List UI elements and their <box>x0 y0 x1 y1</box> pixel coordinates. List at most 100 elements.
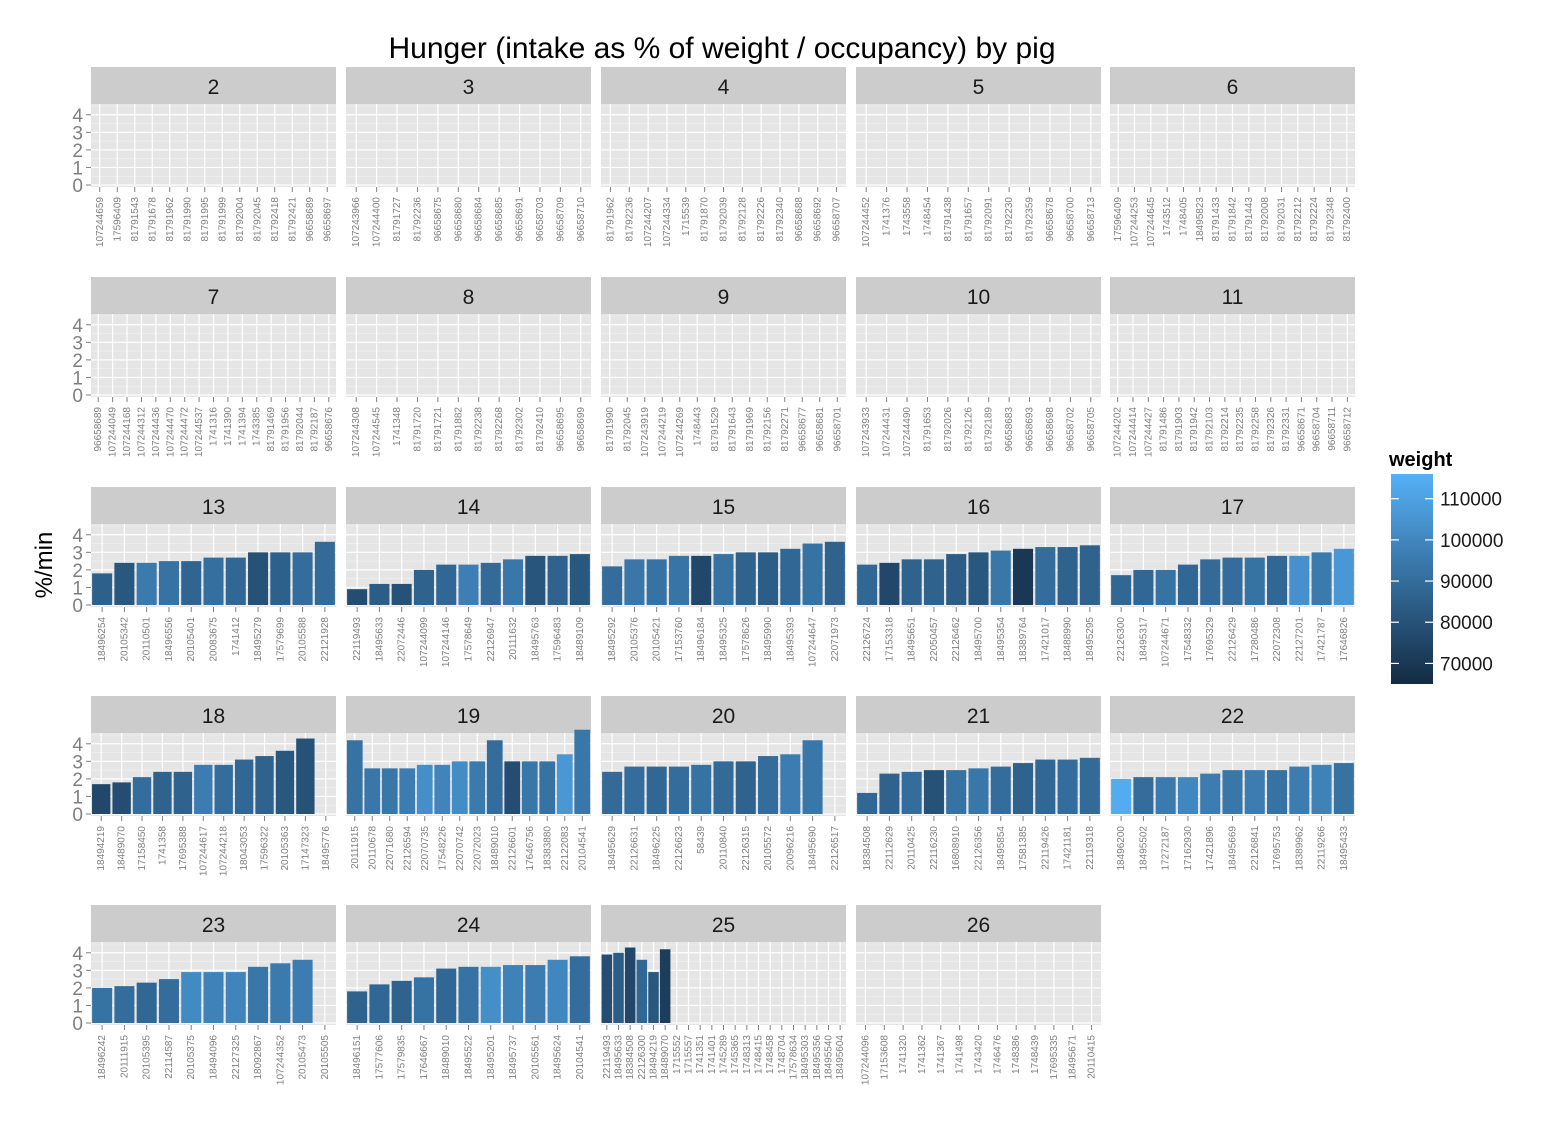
bar-22071973 <box>824 541 845 605</box>
x-tick-label: 18495763 <box>530 617 541 662</box>
x-tick-label: 81791870 <box>700 197 711 242</box>
x-tick-label: 107244414 <box>1128 407 1139 457</box>
x-tick-label: 81791433 <box>1211 197 1222 242</box>
x-tick-label: 22126300 <box>1116 617 1127 662</box>
bar-18489070 <box>659 949 671 1023</box>
x-tick-label: 96658697 <box>322 197 333 242</box>
x-tick-label: 22112629 <box>884 826 895 870</box>
x-tick-label: 18495502 <box>1138 826 1149 871</box>
x-tick-label: 1743558 <box>902 197 913 236</box>
x-tick-label: 81792418 <box>270 197 281 242</box>
x-tick-label: 81791486 <box>1159 407 1170 452</box>
legend-colorbar <box>1391 474 1433 684</box>
x-tick-label: 17581385 <box>1018 826 1029 871</box>
x-tick-label: 81791990 <box>182 197 193 242</box>
x-tick-label: 22126300 <box>637 1035 648 1080</box>
y-tick-label: 1 <box>72 578 83 599</box>
x-tick-label: 1743420 <box>974 1035 985 1074</box>
bar-20104541 <box>574 729 591 814</box>
bar-20083675 <box>203 557 224 605</box>
facet-panel-23: 23 18496242 20111915 20105395 22114587 201053… <box>72 905 336 1085</box>
facet-strip <box>346 277 591 314</box>
x-tick-label: 17579699 <box>275 617 286 662</box>
x-tick-label: 96658681 <box>815 407 826 452</box>
bar-22126300 <box>1111 575 1132 605</box>
facet-strip-label: 2 <box>208 76 220 99</box>
bar-22119318 <box>1079 757 1100 814</box>
x-tick-label: 81791995 <box>200 197 211 242</box>
facet-panel-26: 26 107244096 17153608 1741320 1741362 1741367… <box>856 905 1101 1085</box>
bar-17421896 <box>1200 773 1221 814</box>
x-tick-label: 81791720 <box>412 407 423 452</box>
x-tick-label: 18495633 <box>614 1035 625 1080</box>
bar-18495325 <box>713 554 734 605</box>
x-tick-label: 81792212 <box>1293 197 1304 242</box>
x-tick-label: 16808910 <box>951 826 962 871</box>
x-tick-label: 17646756 <box>525 826 536 871</box>
x-tick-label: 17158450 <box>137 826 148 871</box>
bar-18495763 <box>525 555 546 605</box>
facet-strip-label: 18 <box>202 705 225 728</box>
x-tick-label: 17421181 <box>1063 826 1074 870</box>
x-tick-label: 22126356 <box>974 826 985 871</box>
x-tick-label: 20105588 <box>298 617 309 662</box>
y-tick-label: 0 <box>72 386 83 407</box>
y-tick-label: 3 <box>72 333 83 354</box>
x-tick-label: 1741358 <box>157 826 168 865</box>
x-tick-label: 96658675 <box>433 197 444 242</box>
bar-18494096 <box>203 972 224 1023</box>
x-tick-label: 81792039 <box>719 197 730 242</box>
x-tick-label: 18495303 <box>800 1035 811 1080</box>
x-tick-label: 18495356 <box>812 1035 823 1080</box>
x-tick-label: 18495292 <box>607 617 618 662</box>
facet-strip-label: 11 <box>1222 286 1244 309</box>
x-tick-label: 96658710 <box>576 197 587 242</box>
bar-18495295 <box>1079 545 1100 605</box>
x-tick-label: 96658709 <box>555 197 566 242</box>
x-tick-label: 107244218 <box>219 826 230 876</box>
x-tick-label: 107244545 <box>372 407 383 457</box>
x-tick-label: 81792268 <box>494 407 505 452</box>
y-tick-label: 1 <box>72 158 83 179</box>
x-tick-label: 81791942 <box>1189 407 1200 452</box>
bar-17421181 <box>1057 759 1078 814</box>
bar-18489070 <box>112 782 131 814</box>
facet-panel-11: 11 107244202 107244414 107244427 81791486 817… <box>1110 277 1355 457</box>
x-tick-label: 107244490 <box>902 407 913 457</box>
x-tick-label: 17596483 <box>553 617 564 662</box>
y-tick-label: 0 <box>72 596 83 617</box>
bar-18389962 <box>1289 766 1310 814</box>
x-tick-label: 17577606 <box>374 1035 385 1080</box>
y-tick-label: 1 <box>72 996 83 1017</box>
x-tick-label: 22126724 <box>862 617 873 662</box>
x-tick-label: 18495540 <box>824 1035 835 1080</box>
x-tick-label: 81792091 <box>984 197 995 242</box>
x-tick-label: 20096216 <box>785 826 796 871</box>
bar-17695388 <box>173 771 193 814</box>
x-tick-label: 107244470 <box>165 407 176 457</box>
bar-22126429 <box>1222 557 1243 605</box>
x-tick-label: 1741351 <box>695 1035 706 1074</box>
panel-background <box>91 733 336 816</box>
facet-panel-24: 24 18496151 17577606 17579835 17646667 184890… <box>346 905 591 1080</box>
x-tick-label: 20110678 <box>367 826 378 870</box>
bar-17579835 <box>391 980 412 1023</box>
x-tick-label: 1745289 <box>719 1035 730 1074</box>
facet-strip <box>91 277 336 314</box>
facet-strip <box>856 696 1101 733</box>
x-tick-label: 18488990 <box>1063 617 1074 662</box>
x-tick-label: 18489010 <box>490 826 501 871</box>
x-tick-label: 22127201 <box>1294 617 1305 662</box>
bar-107244617 <box>194 764 213 814</box>
x-tick-label: 1748704 <box>777 1035 788 1074</box>
x-tick-label: 17695753 <box>1272 826 1283 871</box>
x-tick-label: 96658692 <box>813 197 824 242</box>
facet-strip-label: 3 <box>463 76 475 99</box>
x-tick-label: 107244253 <box>1130 197 1141 247</box>
x-tick-label: 18495522 <box>464 1035 475 1080</box>
x-tick-label: 81791529 <box>710 407 721 452</box>
facet-strip-label: 21 <box>967 705 990 728</box>
facet-strip-label: 7 <box>208 286 220 309</box>
